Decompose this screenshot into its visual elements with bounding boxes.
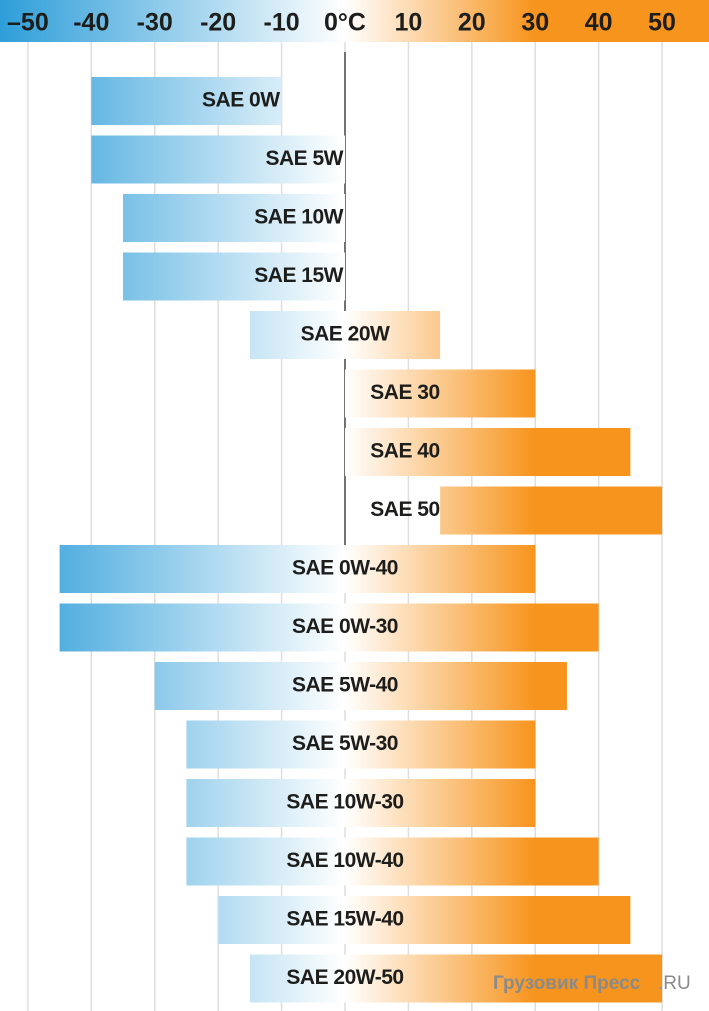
bar-label: SAE 0W-30	[292, 615, 398, 638]
watermark: Грузовик Пресс	[493, 973, 641, 994]
bar	[123, 252, 345, 301]
bar	[249, 954, 663, 1003]
x-tick-label: -40	[73, 9, 109, 37]
x-tick-label: -20	[200, 9, 236, 37]
bar	[186, 779, 536, 827]
bar	[186, 837, 599, 886]
bar	[249, 311, 441, 359]
bar	[218, 896, 631, 944]
x-tick-label: 0°C	[324, 9, 366, 37]
bar	[344, 428, 631, 476]
bar-label: SAE 20W	[301, 323, 390, 346]
bar-label: SAE 20W-50	[286, 966, 403, 989]
bar-label: SAE 15W-40	[286, 908, 403, 931]
bar-label: SAE 5W-40	[292, 674, 398, 697]
bar	[440, 486, 663, 535]
bar	[91, 77, 282, 125]
x-tick-label: 10	[394, 9, 422, 37]
bar-label: SAE 10W-40	[286, 849, 403, 872]
x-tick-label: 40	[585, 9, 613, 37]
bar-label: SAE 40	[370, 440, 439, 463]
x-tick-label: 30	[521, 9, 549, 37]
bar-label: SAE 5W-30	[292, 732, 398, 755]
axis-band	[0, 0, 709, 42]
bar	[59, 603, 599, 652]
bar-label: SAE 30	[370, 381, 439, 404]
bar-label: SAE 0W-40	[292, 557, 398, 580]
bar-label: SAE 50	[370, 498, 439, 521]
bar-label: SAE 15W	[254, 264, 343, 287]
bar-label: SAE 10W	[254, 206, 343, 229]
bar	[123, 194, 345, 242]
x-tick-label: 20	[458, 9, 486, 37]
bar	[91, 135, 345, 184]
bar-label: SAE 10W-30	[286, 791, 403, 814]
bar	[344, 369, 536, 418]
x-tick-label: 50	[648, 9, 676, 37]
bar	[59, 545, 536, 593]
bar	[154, 662, 567, 710]
x-tick-label: –50	[7, 9, 49, 37]
x-tick-label: -10	[264, 9, 300, 37]
bar	[186, 720, 536, 769]
x-tick-label: -30	[137, 9, 173, 37]
watermark-suffix: .RU	[658, 973, 691, 994]
bar-label: SAE 5W	[265, 147, 343, 170]
bar-label: SAE 0W	[202, 89, 280, 112]
